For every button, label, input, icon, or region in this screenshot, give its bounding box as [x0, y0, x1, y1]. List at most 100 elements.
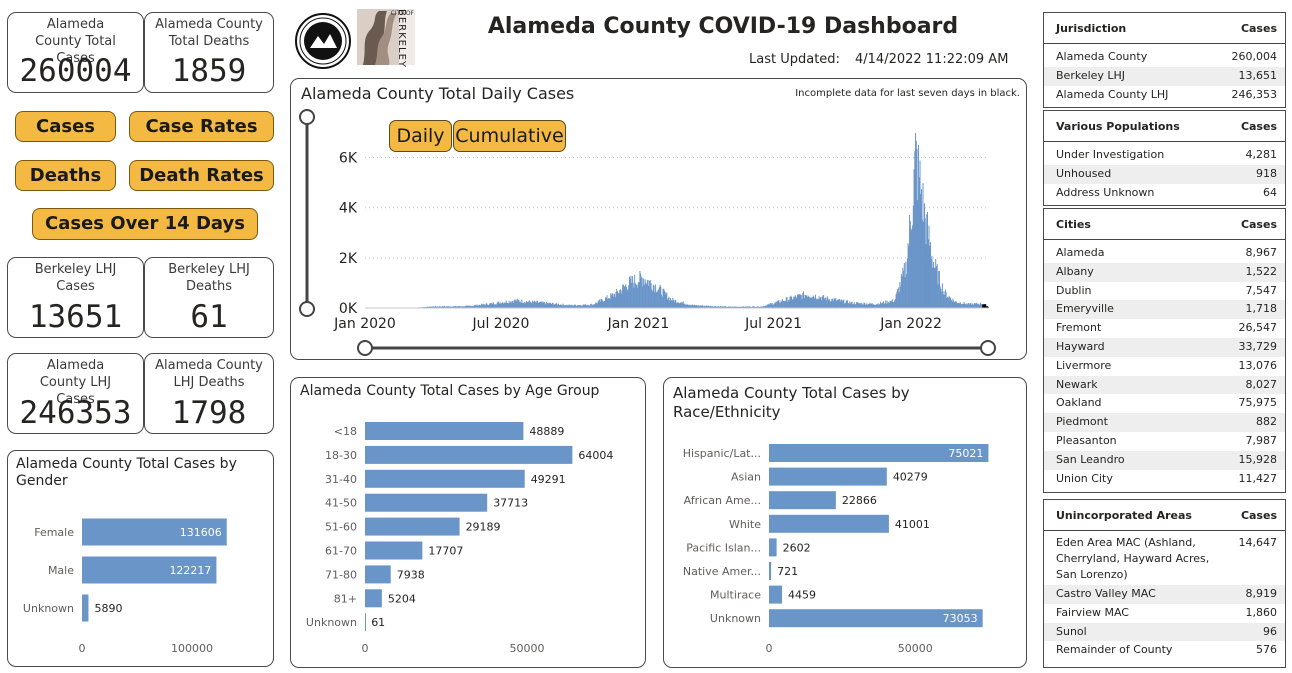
table-header: Jurisdiction Cases [1044, 13, 1285, 44]
table-row: Alameda 8,967 [1044, 244, 1285, 263]
row-label: Eden Area MAC (Ashland, Cherryland, Hayw… [1056, 536, 1210, 581]
data-label: 2602 [783, 541, 811, 554]
bar [365, 493, 488, 512]
row-value: 4,281 [1245, 148, 1278, 161]
table-row: Under Investigation 4,281 [1044, 146, 1285, 165]
x-tick-label: 50000 [898, 642, 933, 655]
cases-button[interactable]: Cases [15, 111, 116, 142]
kpi-value: 1798 [171, 395, 247, 431]
x-tick-label: Jul 2021 [744, 316, 802, 332]
column-header[interactable]: Various Populations [1056, 119, 1180, 133]
death-rates-button[interactable]: Death Rates [129, 160, 274, 191]
row-label: Berkeley LHJ [1056, 68, 1126, 82]
row-value: 33,729 [1238, 339, 1278, 353]
kpi-title: Berkeley LHJ Cases [34, 262, 117, 294]
y-range-slider-handle-top[interactable] [299, 109, 315, 125]
column-header[interactable]: Cases [1240, 21, 1277, 35]
table-header: Cities Cases [1044, 209, 1285, 240]
data-label: 40279 [893, 471, 928, 484]
row-label: Alameda [1056, 246, 1105, 259]
berkeley-logo-text: BERKELEY [395, 8, 407, 69]
cases-over-14-days-button[interactable]: Cases Over 14 Days [32, 208, 258, 240]
kpi-title: Alameda County Total Deaths [155, 17, 263, 49]
row-value: 8,967 [1245, 246, 1278, 259]
column-header[interactable]: Cases [1240, 217, 1277, 231]
row-value: 64 [1263, 185, 1277, 199]
daily-toggle-button[interactable]: Daily [389, 120, 452, 152]
data-label: 122217 [169, 564, 211, 577]
row-value: 8,919 [1245, 587, 1278, 600]
table-row: Piedmont 882 [1044, 413, 1285, 432]
category-label: African Ame... [684, 494, 761, 507]
age-group-chart-card: Alameda County Total Cases by Age Group … [290, 377, 646, 668]
table-header: Unincorporated Areas Cases [1044, 500, 1285, 531]
category-label: Unknown [23, 602, 74, 615]
data-label: 75021 [948, 447, 983, 460]
bar [365, 565, 391, 584]
category-label: <18 [334, 425, 357, 438]
category-label: Hispanic/Lat... [683, 447, 761, 460]
category-label: Native Amer... [683, 565, 761, 578]
daily-cases-chart: 0K 2K 4K 6K Jan 2020 Jul 2020 Jan 2021 Jul 2021… [299, 109, 996, 356]
table-row: Eden Area MAC (Ashland, Cherryland, Hayw… [1044, 535, 1285, 585]
bar [365, 517, 460, 536]
kpi-berkeley-cases: Berkeley LHJ Cases 13651 [7, 257, 144, 338]
category-label: 71-80 [325, 568, 357, 581]
data-label: 721 [777, 565, 798, 578]
bar [769, 562, 772, 580]
data-label: 5890 [94, 602, 122, 615]
column-header[interactable]: Cases [1240, 119, 1277, 133]
page-title: Alameda County COVID-19 Dashboard [487, 14, 959, 39]
bar [365, 469, 525, 488]
x-tick-label: 0 [362, 642, 369, 655]
table-row: Newark 8,027 [1044, 375, 1285, 395]
row-value: 14,647 [1238, 536, 1278, 549]
x-tick-label: Jan 2020 [333, 316, 396, 332]
row-value: 1,718 [1245, 302, 1278, 316]
kpi-county-total-cases: Alameda County Total Cases 260004 [7, 12, 144, 93]
row-label: Unhoused [1056, 166, 1112, 180]
gender-chart-card: Alameda County Total Cases by Gender Fem… [7, 450, 274, 667]
row-label: Sunol [1056, 624, 1087, 638]
kpi-berkeley-deaths: Berkeley LHJ Deaths 61 [144, 257, 274, 338]
table-row: Oakland 75,975 [1044, 394, 1285, 413]
y-range-slider-handle-bottom[interactable] [299, 301, 315, 317]
date-range-slider-handle-end[interactable] [980, 340, 996, 356]
row-label: San Leandro [1056, 452, 1125, 466]
case-rates-button[interactable]: Case Rates [129, 111, 274, 142]
row-value: 15,928 [1238, 452, 1278, 466]
table-row: Alameda County LHJ 246,353 [1044, 86, 1285, 105]
kpi-value: 260004 [19, 53, 132, 89]
bar [769, 491, 836, 510]
daily-cases-card: Alameda County Total Daily Cases Incompl… [290, 78, 1027, 360]
column-header[interactable]: Unincorporated Areas [1056, 508, 1192, 522]
row-value: 576 [1256, 643, 1277, 657]
bar [769, 514, 889, 533]
data-label: 22866 [842, 494, 877, 507]
data-label: 17707 [428, 545, 463, 558]
column-header[interactable]: Jurisdiction [1056, 21, 1127, 35]
row-value: 246,353 [1231, 87, 1278, 101]
x-tick-label: Jan 2022 [879, 316, 942, 332]
row-label: Albany [1056, 264, 1094, 278]
kpi-title: Alameda County Total Cases [35, 17, 116, 66]
bar [82, 518, 227, 546]
date-range-slider-handle-start[interactable] [357, 340, 373, 356]
row-value: 260,004 [1231, 50, 1278, 63]
column-header[interactable]: Cities [1056, 217, 1091, 231]
data-label: 41001 [895, 518, 930, 531]
column-header[interactable]: Cases [1240, 508, 1277, 522]
age-group-chart: <18 48889 18-30 64004 31-40 49291 41-50 37713 51… [306, 422, 613, 655]
table-row: Alameda County 260,004 [1044, 48, 1285, 67]
deaths-button[interactable]: Deaths [15, 160, 116, 191]
race-chart: Hispanic/Lat... 75021 Asian 40279 African Am… [683, 444, 989, 655]
table-row: Pleasanton 7,987 [1044, 432, 1285, 451]
row-value: 7,987 [1245, 433, 1278, 447]
row-value: 13,076 [1238, 358, 1278, 372]
bar [365, 613, 366, 632]
x-tick-label: 100000 [171, 642, 213, 655]
row-value: 75,975 [1238, 396, 1278, 410]
row-value: 11,427 [1238, 471, 1278, 485]
table-row: Unhoused 918 [1044, 164, 1285, 184]
cumulative-toggle-button[interactable]: Cumulative [453, 120, 566, 152]
